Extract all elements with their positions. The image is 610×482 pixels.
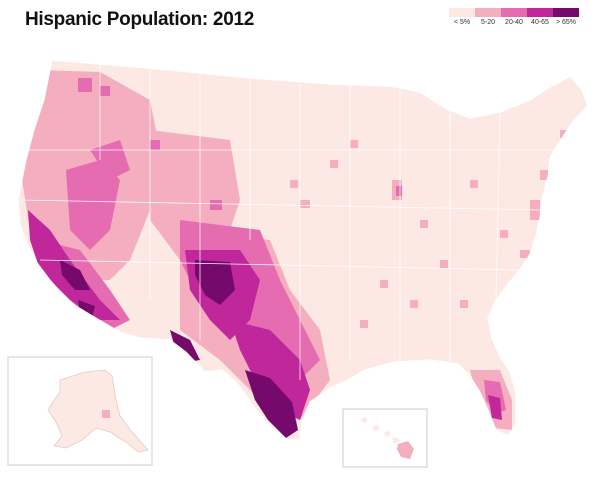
legend-swatch bbox=[475, 8, 501, 17]
county-shading bbox=[22, 70, 568, 438]
hawaii-islands bbox=[360, 417, 414, 459]
legend-label: 5-20 bbox=[480, 19, 495, 26]
legend-swatch bbox=[449, 8, 475, 17]
legend-swatch bbox=[501, 8, 527, 17]
legend-item: 40-65 bbox=[527, 8, 553, 26]
state-borders bbox=[19, 64, 560, 380]
legend-swatch bbox=[553, 8, 579, 17]
legend-item: 5-20 bbox=[475, 8, 501, 26]
legend-label: 40-65 bbox=[531, 19, 549, 26]
us-outline bbox=[17, 59, 589, 441]
alaska-shape bbox=[47, 369, 149, 453]
hawaii-inset-frame bbox=[342, 408, 428, 468]
legend-label: > 65% bbox=[555, 19, 577, 26]
alaska-inset-frame bbox=[7, 356, 153, 466]
page-title: Hispanic Population: 2012 bbox=[25, 9, 254, 30]
legend-label: < 5% bbox=[453, 19, 471, 26]
legend-label: 20-40 bbox=[505, 19, 523, 26]
legend-item: < 5% bbox=[449, 8, 475, 26]
legend-item: 20-40 bbox=[501, 8, 527, 26]
legend: < 5% 5-20 20-40 40-65 > 65% bbox=[449, 8, 579, 26]
alaska-county-hl bbox=[102, 410, 110, 418]
band-over-65 bbox=[60, 260, 298, 438]
legend-item: > 65% bbox=[553, 8, 579, 26]
legend-swatch bbox=[527, 8, 553, 17]
